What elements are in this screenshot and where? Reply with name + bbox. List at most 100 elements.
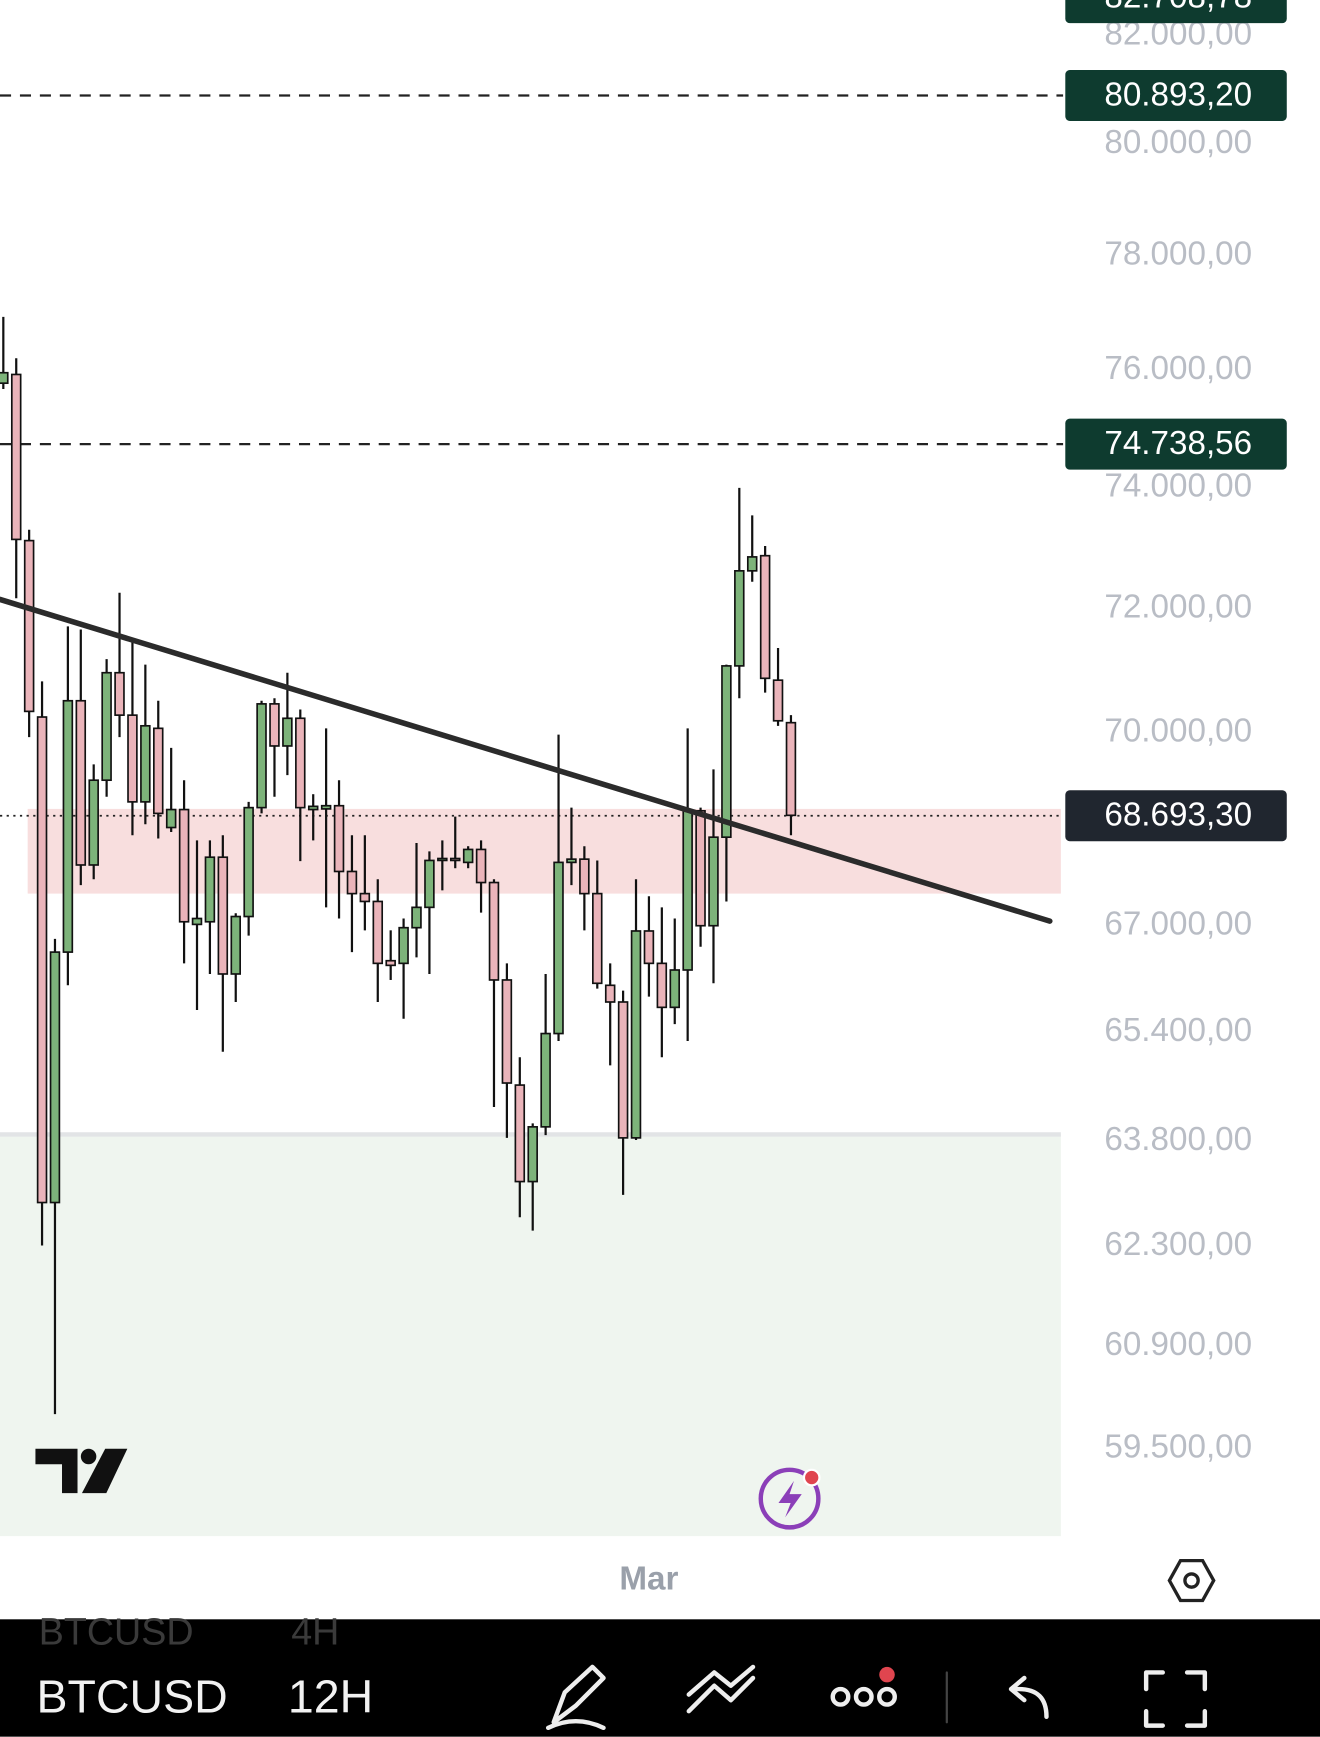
candle-body	[346, 870, 358, 895]
candle-body	[488, 881, 500, 981]
candle-body	[398, 926, 409, 965]
y-tick-label: 76.000,00	[1104, 350, 1252, 387]
candle-body	[178, 808, 190, 923]
zones	[0, 808, 1061, 1537]
candle-body	[695, 810, 706, 927]
interval[interactable]: 12H	[288, 1670, 373, 1722]
candle-body	[101, 671, 112, 782]
candle-body	[411, 906, 422, 929]
candle-body	[127, 714, 138, 803]
candle-body	[269, 703, 280, 747]
candle-body	[49, 951, 61, 1204]
candle-body	[437, 857, 448, 862]
candle-body	[153, 727, 164, 815]
more-icon[interactable]	[830, 1666, 897, 1707]
price-tags: 82.708,78 80.893,20 74.738,56 68.693,30	[1065, 0, 1287, 842]
candle-body	[307, 805, 319, 811]
candle-body	[772, 679, 784, 722]
candles	[0, 316, 1053, 1415]
draw-icon[interactable]	[545, 1664, 606, 1731]
candle-body	[372, 900, 384, 965]
candle-body	[256, 703, 267, 809]
candle-body	[617, 1001, 629, 1139]
candle-body	[62, 699, 74, 953]
candle-body	[282, 717, 293, 747]
candle-body	[566, 858, 577, 864]
y-tick-label: 59.500,00	[1104, 1429, 1252, 1466]
candle-body	[656, 962, 668, 1009]
undo-icon[interactable]	[1008, 1675, 1049, 1719]
candle-body	[721, 665, 732, 839]
candle-body	[759, 554, 771, 680]
y-tick-label: 72.000,00	[1104, 588, 1252, 625]
price-tag-label: 80.893,20	[1104, 76, 1252, 113]
price-tag-label: 82.708,78	[1104, 0, 1252, 16]
tradingview-logo	[35, 1448, 128, 1494]
y-tick-label: 60.900,00	[1104, 1326, 1252, 1363]
candle-body	[449, 857, 461, 862]
candle-body	[643, 930, 655, 965]
time-axis	[0, 1536, 1320, 1620]
candle-body	[708, 836, 719, 927]
candle-body	[514, 1084, 526, 1183]
candle-body	[10, 373, 22, 541]
fullscreen-icon[interactable]	[1143, 1670, 1208, 1728]
y-tick-label: 67.000,00	[1104, 905, 1252, 942]
candle-body	[592, 892, 603, 985]
candle-body	[424, 859, 435, 909]
time-labels: Mar	[619, 1560, 678, 1597]
zone	[27, 808, 1061, 894]
y-tick-label: 78.000,00	[1104, 236, 1252, 273]
candle-body	[501, 979, 513, 1084]
candle-body	[785, 721, 797, 817]
indicator-icon[interactable]	[686, 1664, 756, 1714]
candle-body	[140, 724, 151, 803]
y-tick-label: 74.000,00	[1104, 468, 1252, 505]
symbol[interactable]: BTCUSD	[37, 1670, 228, 1722]
candle-body	[359, 892, 371, 903]
trend-line	[0, 596, 1053, 924]
settings-icon[interactable]	[1167, 1558, 1216, 1603]
ghost-interval: 4H	[291, 1611, 339, 1653]
candle-body	[204, 856, 216, 923]
candle-body	[243, 806, 254, 918]
candle-body	[217, 856, 229, 975]
candle-body	[333, 804, 345, 873]
candle-body	[165, 808, 177, 829]
candle-body	[540, 1032, 551, 1128]
price-tag	[1065, 0, 1287, 24]
candle-body	[553, 861, 564, 1035]
candle-body	[114, 671, 125, 716]
y-tick-label: 63.800,00	[1104, 1121, 1252, 1158]
price-tag	[1065, 418, 1287, 470]
candle-body	[88, 779, 99, 866]
candle-body	[0, 371, 9, 385]
y-tick-label: 62.300,00	[1104, 1226, 1252, 1263]
price-tag-label: 74.738,56	[1104, 425, 1252, 462]
candle-body	[475, 848, 487, 884]
price-tag-label: 68.693,30	[1104, 797, 1252, 834]
candle-body	[604, 984, 616, 1003]
candle-body	[385, 959, 396, 967]
flash-icon[interactable]	[758, 1467, 821, 1530]
candle-body	[682, 810, 693, 971]
candle-body	[75, 699, 87, 866]
candle-body	[669, 969, 681, 1009]
candle-body	[191, 917, 203, 926]
price-tag	[1065, 70, 1287, 121]
candle-body	[230, 915, 241, 975]
candle-body	[462, 848, 474, 864]
candle-body	[630, 930, 642, 1139]
y-tick-label: 70.000,00	[1104, 713, 1252, 750]
y-tick-label: 65.400,00	[1104, 1012, 1252, 1049]
zone	[0, 1134, 1061, 1537]
candle-body	[320, 804, 332, 810]
y-tick-label: 80.000,00	[1104, 124, 1252, 161]
ghost-symbol: BTCUSD	[39, 1611, 194, 1653]
toolbar	[0, 1619, 1320, 1737]
candle-body	[579, 858, 590, 895]
candle-body	[23, 539, 35, 713]
candle-body	[295, 717, 306, 809]
